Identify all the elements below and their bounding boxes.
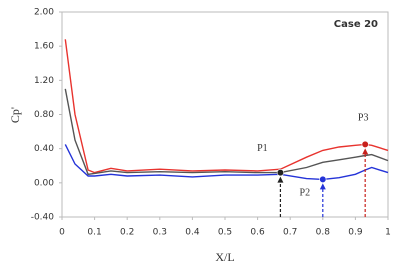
series-line [64, 144, 389, 181]
annotation-label: P1 [257, 143, 268, 154]
x-tick-label: 0.8 [316, 228, 331, 238]
y-tick-label: 2.00 [34, 8, 54, 18]
y-tick-label: 1.20 [34, 76, 54, 86]
x-tick-label: 0.7 [283, 228, 297, 238]
x-tick-label: 0.4 [185, 228, 200, 238]
annotation-point [361, 140, 369, 148]
arrow-head [362, 148, 369, 155]
y-tick-label: 0.00 [34, 178, 54, 188]
arrow-head [277, 176, 284, 183]
y-tick-label: 0.40 [34, 144, 54, 154]
arrow-head [319, 183, 326, 190]
x-tick-label: 0.3 [153, 228, 167, 238]
x-tick-label: 0 [59, 228, 65, 238]
x-tick-label: 0.9 [348, 228, 363, 238]
annotation-point [276, 168, 285, 177]
x-axis-label: X/L [215, 250, 234, 264]
y-tick-label: -0.40 [31, 213, 55, 223]
case-label: Case 20 [334, 19, 378, 30]
x-tick-label: 0.5 [218, 228, 232, 238]
y-tick-label: 1.60 [34, 42, 54, 52]
x-tick-label: 0.1 [87, 228, 101, 238]
annotation-label: P3 [358, 113, 369, 124]
x-tick-label: 0.6 [250, 228, 265, 238]
y-axis-label: Cp' [8, 107, 22, 123]
series-line [64, 88, 389, 176]
x-tick-label: 1 [385, 228, 391, 238]
annotation-point [319, 175, 327, 184]
y-tick-label: 0.80 [34, 110, 54, 120]
x-tick-label: 0.2 [120, 228, 134, 238]
series-line [64, 39, 389, 174]
annotation-label: P2 [300, 188, 311, 199]
plot-frame [61, 11, 389, 218]
